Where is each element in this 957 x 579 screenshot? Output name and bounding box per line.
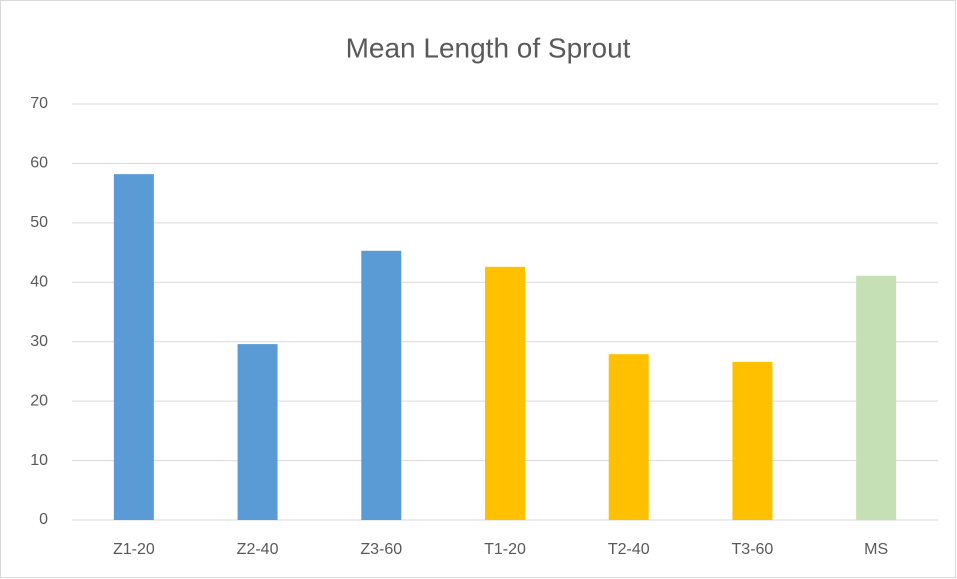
y-tick-label: 60: [30, 155, 48, 172]
chart-title: Mean Length of Sprout: [346, 32, 631, 63]
x-tick-label: T1-20: [484, 541, 526, 558]
y-tick-label: 0: [39, 511, 48, 528]
bar: [361, 250, 402, 520]
y-tick-label: 70: [30, 95, 48, 112]
x-tick-label: Z3-60: [360, 541, 402, 558]
y-tick-label: 50: [30, 214, 48, 231]
x-tick-label: T2-40: [608, 541, 650, 558]
bar: [856, 275, 897, 520]
x-tick-label: MS: [864, 541, 888, 558]
bar: [732, 361, 773, 520]
bar: [608, 354, 649, 520]
bar: [485, 266, 525, 520]
x-tick-label: T3-60: [732, 541, 774, 558]
x-tick-label: Z1-20: [113, 541, 155, 558]
y-tick-label: 10: [30, 452, 48, 469]
bar: [237, 344, 278, 520]
y-tick-label: 30: [30, 333, 48, 350]
y-tick-label: 20: [30, 392, 48, 409]
bar: [113, 174, 154, 520]
y-tick-label: 40: [30, 274, 48, 291]
x-tick-label: Z2-40: [237, 541, 279, 558]
